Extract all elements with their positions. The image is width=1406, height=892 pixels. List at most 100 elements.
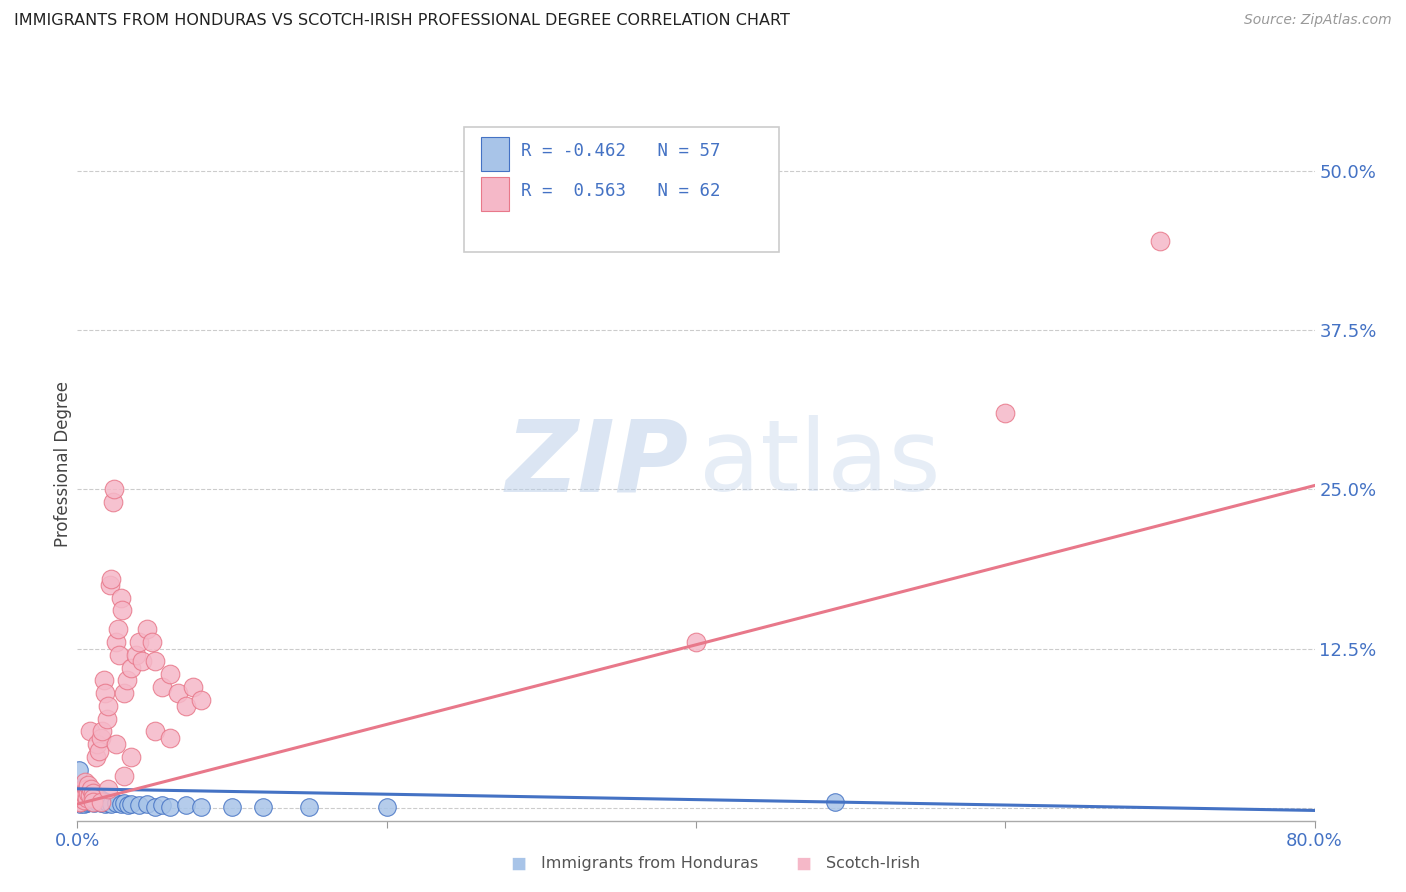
Point — [75, 775, 96, 789]
Point — [91, 793, 114, 807]
Point — [82, 793, 104, 807]
Point — [82, 786, 104, 800]
Point — [69, 797, 91, 811]
Point — [101, 495, 124, 509]
Point — [110, 591, 132, 605]
Point — [67, 781, 90, 796]
Point — [69, 786, 91, 800]
Point — [174, 798, 197, 813]
Point — [72, 781, 94, 796]
Point — [107, 623, 129, 637]
Point — [136, 797, 159, 811]
Point — [80, 790, 103, 805]
Point — [70, 781, 93, 796]
Point — [70, 790, 93, 805]
Point — [70, 788, 93, 802]
Point — [128, 635, 150, 649]
Text: ◼: ◼ — [510, 854, 527, 873]
Point — [76, 790, 98, 805]
Point — [75, 788, 96, 802]
Point — [76, 781, 98, 796]
Point — [77, 778, 100, 792]
Point — [174, 698, 197, 713]
Point — [143, 654, 166, 668]
Point — [159, 667, 181, 681]
Point — [76, 790, 98, 805]
Point — [994, 406, 1017, 420]
Point — [67, 763, 90, 777]
Point — [121, 797, 143, 811]
Point — [90, 731, 111, 745]
Point — [105, 737, 127, 751]
Point — [103, 483, 125, 497]
Point — [167, 686, 190, 700]
Y-axis label: Professional Degree: Professional Degree — [55, 381, 73, 547]
Point — [128, 798, 150, 813]
Point — [87, 790, 110, 805]
Point — [69, 795, 91, 809]
Point — [252, 799, 274, 814]
Point — [93, 795, 115, 809]
Point — [67, 788, 90, 802]
Point — [1149, 234, 1171, 248]
Text: IMMIGRANTS FROM HONDURAS VS SCOTCH-IRISH PROFESSIONAL DEGREE CORRELATION CHART: IMMIGRANTS FROM HONDURAS VS SCOTCH-IRISH… — [14, 13, 790, 29]
Point — [72, 790, 94, 805]
Point — [98, 578, 121, 592]
Point — [97, 796, 120, 810]
Point — [67, 790, 90, 805]
Point — [115, 673, 138, 688]
Point — [82, 795, 104, 809]
Point — [75, 793, 96, 807]
Point — [183, 680, 205, 694]
Point — [84, 792, 107, 806]
Point — [125, 648, 148, 662]
Point — [152, 798, 174, 813]
Point — [93, 673, 115, 688]
Point — [76, 796, 98, 810]
Text: ZIP: ZIP — [506, 416, 689, 512]
Point — [70, 795, 93, 809]
Point — [96, 712, 118, 726]
Point — [69, 790, 91, 805]
Point — [79, 788, 101, 802]
Point — [824, 795, 846, 809]
Point — [159, 799, 181, 814]
Text: Immigrants from Honduras: Immigrants from Honduras — [541, 856, 759, 871]
Text: Source: ZipAtlas.com: Source: ZipAtlas.com — [1244, 13, 1392, 28]
Point — [111, 603, 134, 617]
Point — [100, 572, 122, 586]
Point — [685, 635, 707, 649]
Point — [79, 724, 101, 739]
Point — [190, 692, 212, 706]
Point — [70, 792, 93, 806]
Point — [82, 790, 104, 805]
Point — [96, 795, 118, 809]
Point — [97, 698, 120, 713]
Point — [67, 795, 90, 809]
Point — [112, 686, 135, 700]
Point — [69, 795, 91, 809]
Point — [80, 781, 103, 796]
Point — [72, 793, 94, 807]
Text: ◼: ◼ — [794, 854, 811, 873]
Point — [77, 786, 100, 800]
Point — [152, 680, 174, 694]
Point — [70, 786, 93, 800]
Point — [90, 795, 111, 809]
Point — [86, 737, 108, 751]
Point — [108, 648, 131, 662]
Point — [79, 792, 101, 806]
Point — [83, 796, 105, 810]
Point — [94, 797, 117, 811]
Point — [143, 799, 166, 814]
Point — [105, 635, 127, 649]
Point — [110, 797, 132, 811]
Point — [131, 654, 153, 668]
Point — [67, 790, 90, 805]
Point — [121, 750, 143, 764]
Point — [67, 795, 90, 809]
Point — [72, 795, 94, 809]
Point — [82, 786, 104, 800]
Point — [94, 686, 117, 700]
Point — [105, 796, 127, 810]
